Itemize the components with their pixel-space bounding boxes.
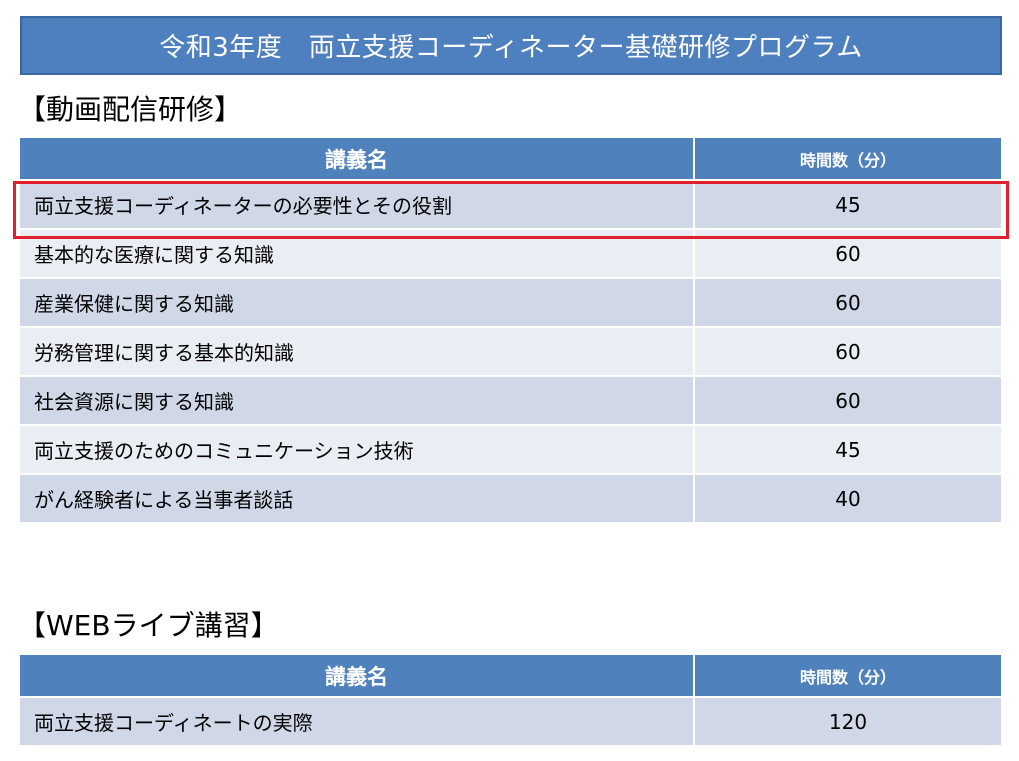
lecture-name-cell: がん経験者による当事者談話 <box>20 475 695 522</box>
video-lecture-table: 講義名 時間数（分） 両立支援コーディネーターの必要性とその役割 45 基本的な… <box>20 138 1001 522</box>
duration-cell: 60 <box>835 388 861 413</box>
table-row: 社会資源に関する知識 60 <box>20 375 1001 424</box>
column-header-lecture-name: 講義名 <box>20 655 695 696</box>
web-lecture-table: 講義名 時間数（分） 両立支援コーディネートの実際 120 <box>20 655 1001 745</box>
table-row: 労務管理に関する基本的知識 60 <box>20 326 1001 375</box>
lecture-name-cell: 基本的な医療に関する知識 <box>20 230 695 277</box>
lecture-name-cell: 労務管理に関する基本的知識 <box>20 328 695 375</box>
table-row: 両立支援コーディネーターの必要性とその役割 45 <box>20 179 1001 228</box>
duration-cell: 60 <box>835 339 861 364</box>
column-header-lecture-name: 講義名 <box>20 138 695 179</box>
lecture-name-cell: 社会資源に関する知識 <box>20 377 695 424</box>
duration-cell: 60 <box>835 241 861 266</box>
table-row: がん経験者による当事者談話 40 <box>20 473 1001 522</box>
table-header-row: 講義名 時間数（分） <box>20 655 1001 696</box>
column-header-duration: 時間数（分） <box>799 150 896 170</box>
table-row: 基本的な医療に関する知識 60 <box>20 228 1001 277</box>
duration-cell: 45 <box>835 437 861 462</box>
table-row: 産業保健に関する知識 60 <box>20 277 1001 326</box>
duration-cell: 60 <box>835 290 861 315</box>
duration-cell: 120 <box>828 709 868 734</box>
table-row: 両立支援コーディネートの実際 120 <box>20 696 1001 745</box>
column-header-duration: 時間数（分） <box>799 667 896 687</box>
duration-cell: 45 <box>835 192 861 217</box>
table-row: 両立支援のためのコミュニケーション技術 45 <box>20 424 1001 473</box>
table-header-row: 講義名 時間数（分） <box>20 138 1001 179</box>
lecture-name-cell: 両立支援コーディネーターの必要性とその役割 <box>20 181 695 228</box>
lecture-name-cell: 両立支援コーディネートの実際 <box>20 698 695 745</box>
lecture-name-cell: 両立支援のためのコミュニケーション技術 <box>20 426 695 473</box>
section-heading-web: 【WEBライブ講習】 <box>18 609 279 642</box>
lecture-name-cell: 産業保健に関する知識 <box>20 279 695 326</box>
section-heading-video: 【動画配信研修】 <box>18 93 243 126</box>
page-title: 令和3年度 両立支援コーディネーター基礎研修プログラム <box>20 16 1002 75</box>
duration-cell: 40 <box>835 486 861 511</box>
